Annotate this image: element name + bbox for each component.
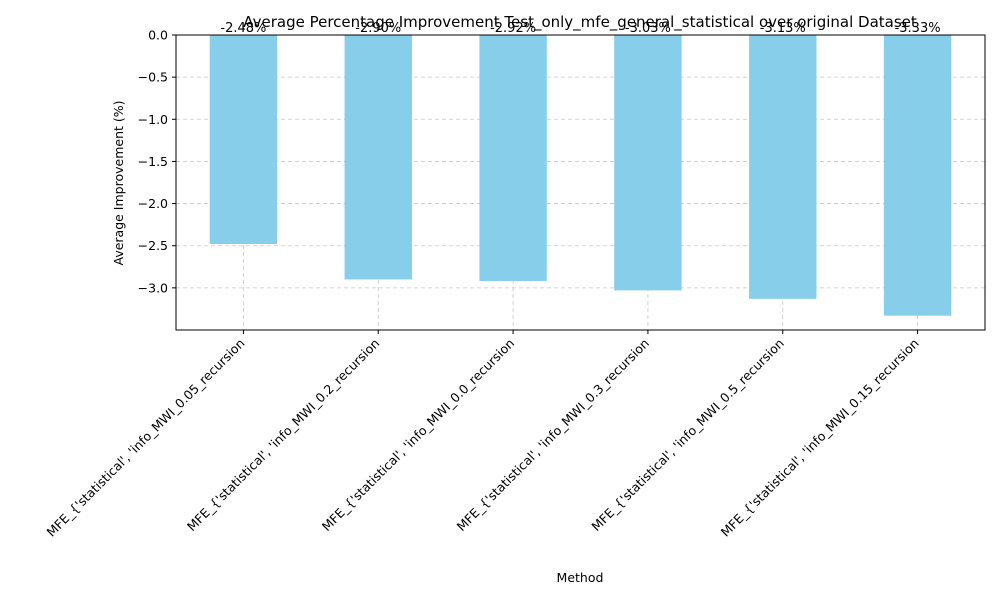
y-tick-label: −0.5: [138, 70, 168, 85]
x-axis-ticks: MFE_{'statistical', 'info_MWI_0.05_recur…: [43, 330, 922, 540]
axis-frame: [175, 34, 986, 331]
x-axis-label: Method: [557, 570, 604, 585]
y-tick-label: 0.0: [148, 28, 168, 43]
bar: [479, 35, 547, 282]
data-labels: -2.48% -2.90% -2.92% -3.03% -3.13% -3.33%: [220, 21, 940, 36]
data-label: -2.90%: [355, 21, 401, 36]
y-axis-ticks: 0.0 −0.5 −1.0 −1.5 −2.0 −2.5 −3.0: [138, 28, 176, 295]
data-label: -3.13%: [760, 21, 806, 36]
y-tick-label: −3.0: [138, 280, 168, 295]
y-tick-label: −2.0: [138, 196, 168, 211]
y-tick-label: −1.5: [138, 154, 168, 169]
grid-layer: [176, 34, 985, 330]
bar: [749, 35, 817, 299]
bar: [344, 35, 412, 280]
y-tick-label: −1.0: [138, 112, 168, 127]
bar-layer: [209, 35, 952, 316]
data-label: -2.92%: [490, 21, 536, 36]
chart-title: Average Percentage Improvement Test_only…: [243, 13, 917, 32]
y-tick-label: −2.5: [138, 238, 168, 253]
bar: [614, 35, 682, 291]
data-label: -3.33%: [895, 21, 941, 36]
y-axis-label: Average Improvement (%): [111, 101, 126, 266]
data-label: -3.03%: [625, 21, 671, 36]
data-label: -2.48%: [220, 21, 266, 36]
bar: [209, 35, 278, 245]
bar: [883, 35, 952, 316]
